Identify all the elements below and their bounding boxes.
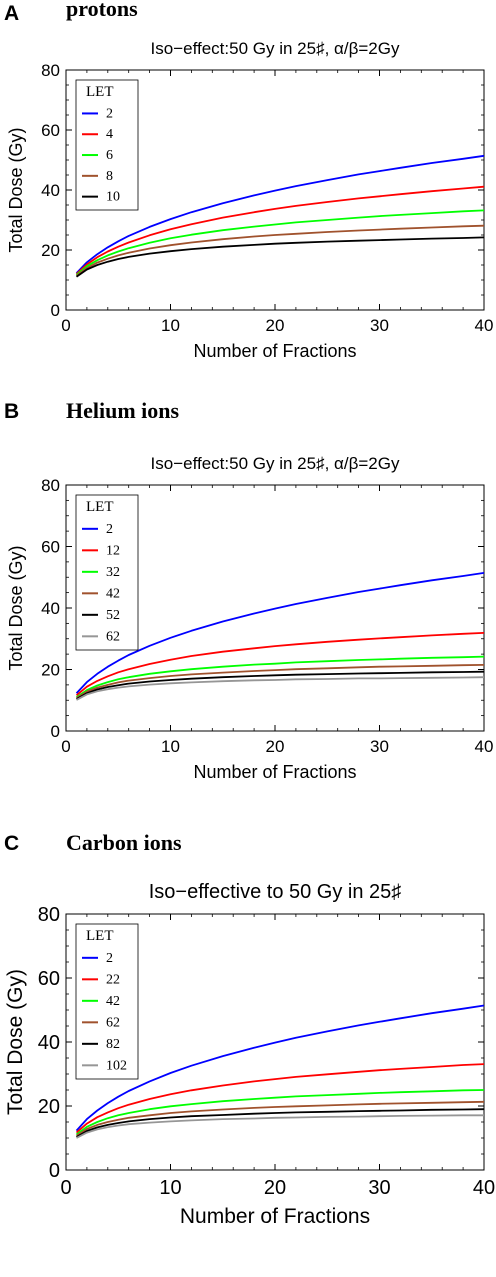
panel-letter: A: [4, 2, 20, 25]
x-tick-label: 30: [370, 737, 389, 756]
y-tick-label: 40: [41, 599, 60, 618]
series-line-22: [75, 1063, 485, 1134]
legend-entry: 32: [106, 565, 120, 580]
y-tick-label: 0: [51, 722, 60, 741]
legend-entry: 12: [106, 543, 120, 558]
y-tick-label: 80: [41, 476, 60, 495]
x-tick-label: 20: [266, 737, 285, 756]
x-tick-label: 20: [266, 316, 285, 335]
panel-heading: Carbon ions: [66, 830, 182, 855]
series-line-62: [76, 1100, 485, 1137]
legend-entry: 6: [106, 148, 113, 163]
legend-entry: 4: [106, 127, 113, 142]
legend-entry: 8: [106, 169, 113, 184]
panel-a: A protons Iso−effect:50 Gy in 25♯, α/β=2…: [0, 0, 496, 382]
y-tick-label: 80: [38, 904, 60, 926]
legend-entry: 2: [106, 951, 113, 966]
legend-entry: 62: [106, 1015, 120, 1030]
series-line-2: [75, 154, 485, 274]
y-axis-label: Total Dose (Gy): [6, 127, 26, 252]
x-tick-label: 10: [161, 737, 180, 756]
panel-heading: protons: [66, 0, 138, 21]
x-tick-label: 20: [264, 1177, 286, 1199]
panel-letter: C: [4, 832, 20, 855]
y-tick-label: 0: [51, 301, 60, 320]
series-line-62: [76, 676, 485, 701]
legend-entry: 102: [106, 1058, 127, 1073]
x-tick-label: 30: [368, 1177, 390, 1199]
series-line-2: [75, 1004, 485, 1132]
series-line-102: [76, 1114, 484, 1139]
legend-entry: 2: [106, 522, 113, 537]
y-tick-label: 60: [38, 968, 60, 990]
series-line-6: [75, 209, 485, 276]
chart-title: Iso−effect:50 Gy in 25♯, α/β=2Gy: [151, 39, 400, 58]
series-line-2: [75, 572, 485, 694]
x-tick-label: 40: [475, 316, 494, 335]
series-line-8: [75, 224, 485, 277]
legend-entry: 42: [106, 994, 120, 1009]
y-tick-label: 20: [41, 241, 60, 260]
x-tick-label: 0: [61, 316, 70, 335]
x-tick-label: 10: [159, 1177, 181, 1199]
y-axis-label: Total Dose (Gy): [4, 969, 27, 1115]
legend-title: LET: [86, 499, 114, 515]
legend-entry: 2: [106, 106, 113, 121]
y-tick-label: 20: [41, 660, 60, 679]
x-tick-label: 0: [60, 1177, 71, 1199]
x-tick-label: 30: [370, 316, 389, 335]
legend-entry: 52: [106, 608, 120, 623]
y-axis-label: Total Dose (Gy): [6, 545, 26, 670]
legend-title: LET: [86, 84, 114, 100]
y-tick-label: 60: [41, 121, 60, 140]
panel-heading: Helium ions: [66, 398, 180, 423]
y-tick-label: 40: [38, 1032, 60, 1054]
x-tick-label: 40: [473, 1177, 495, 1199]
x-tick-label: 10: [161, 316, 180, 335]
y-tick-label: 40: [41, 181, 60, 200]
chart-title: Iso−effect:50 Gy in 25♯, α/β=2Gy: [151, 454, 400, 473]
y-tick-label: 20: [38, 1096, 60, 1118]
x-tick-label: 0: [61, 737, 70, 756]
legend-entry: 82: [106, 1037, 120, 1052]
panel-c: C Carbon ions Iso−effective to 50 Gy in …: [0, 812, 496, 1272]
series-line-4: [75, 185, 485, 275]
legend-entry: 10: [106, 190, 120, 205]
legend-entry: 42: [106, 586, 120, 601]
y-tick-label: 60: [41, 537, 60, 556]
y-tick-label: 0: [49, 1160, 60, 1182]
series-line-42: [75, 1089, 485, 1136]
x-axis-label: Number of Fractions: [193, 762, 356, 782]
y-tick-label: 80: [41, 61, 60, 80]
legend-entry: 22: [106, 972, 120, 987]
chart-title: Iso−effective to 50 Gy in 25♯: [149, 881, 402, 903]
legend-box: [75, 79, 139, 211]
series-line-32: [75, 655, 485, 698]
panel-b: B Helium ions Iso−effect:50 Gy in 25♯, α…: [0, 386, 496, 808]
series-line-10: [75, 236, 485, 278]
legend-title: LET: [86, 928, 114, 944]
series-line-12: [75, 632, 485, 696]
legend-entry: 62: [106, 629, 120, 644]
series-line-82: [76, 1108, 485, 1138]
x-axis-label: Number of Fractions: [180, 1205, 370, 1228]
chart-carbon-ions: Iso−effective to 50 Gy in 25♯ 0 10 20 30 40 0 2…: [4, 881, 495, 1228]
x-tick-label: 40: [475, 737, 494, 756]
x-axis-label: Number of Fractions: [193, 341, 356, 361]
series-line-52: [76, 670, 485, 700]
series-line-42: [76, 664, 485, 699]
panel-letter: B: [4, 400, 20, 423]
